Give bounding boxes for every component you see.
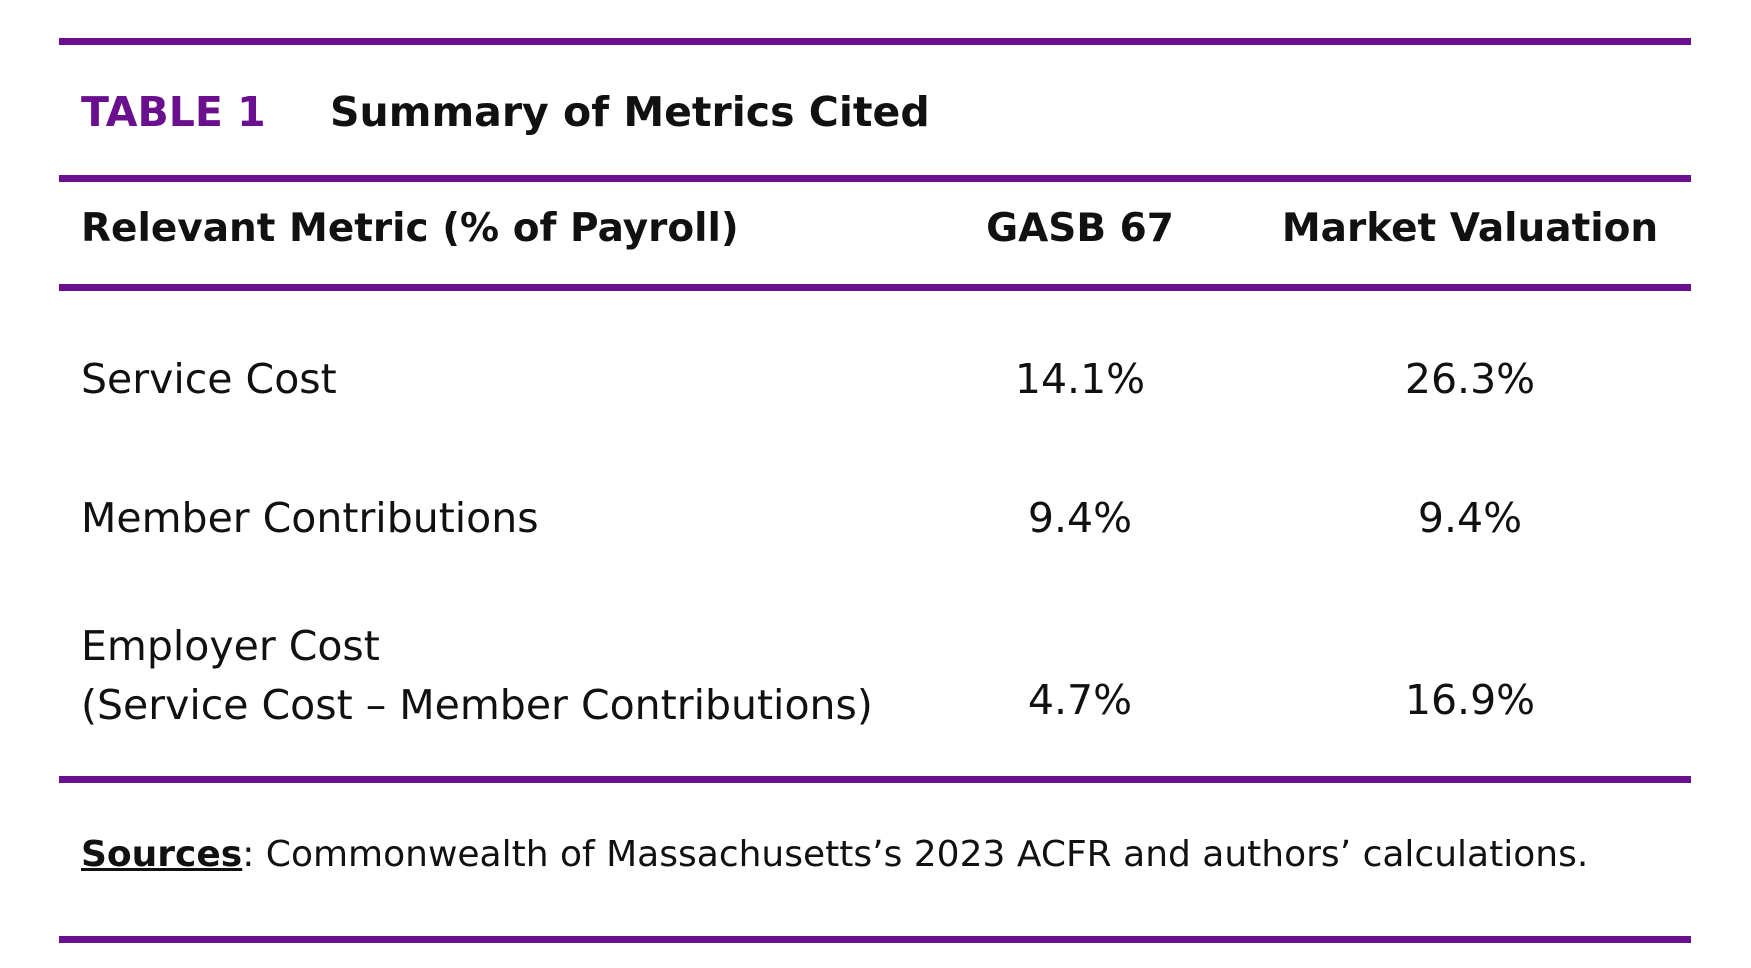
table-number-label: TABLE 1	[81, 88, 266, 136]
header-top-rule	[59, 175, 1691, 182]
sources-text: : Commonwealth of Massachusetts’s 2023 A…	[242, 834, 1589, 875]
table-header-row: Relevant Metric (% of Payroll) GASB 67 M…	[0, 206, 1751, 262]
row-market-value: 9.4%	[1417, 494, 1523, 542]
table-bottom-rule	[59, 776, 1691, 783]
table-title-row: TABLE 1 Summary of Metrics Cited	[81, 82, 930, 142]
row-gasb-value: 4.7%	[1027, 676, 1133, 724]
top-rule	[59, 38, 1691, 45]
row-market-value: 16.9%	[1404, 676, 1536, 724]
row-metric-label: Employer Cost	[81, 622, 380, 670]
row-market-value: 26.3%	[1404, 355, 1536, 403]
column-header-metric: Relevant Metric (% of Payroll)	[81, 206, 739, 251]
table-title: Summary of Metrics Cited	[330, 88, 930, 136]
column-header-gasb: GASB 67	[986, 206, 1174, 251]
footer-rule	[59, 936, 1691, 943]
column-header-market: Market Valuation	[1281, 206, 1659, 251]
sources-note: Sources: Commonwealth of Massachusetts’s…	[81, 834, 1588, 875]
sources-label: Sources	[81, 834, 243, 875]
row-gasb-value: 14.1%	[1014, 355, 1146, 403]
header-bottom-rule	[59, 284, 1691, 291]
row-metric-label: Member Contributions	[81, 494, 539, 542]
row-metric-label: Service Cost	[81, 355, 337, 403]
row-gasb-value: 9.4%	[1027, 494, 1133, 542]
row-metric-sublabel: (Service Cost – Member Contributions)	[81, 681, 873, 729]
